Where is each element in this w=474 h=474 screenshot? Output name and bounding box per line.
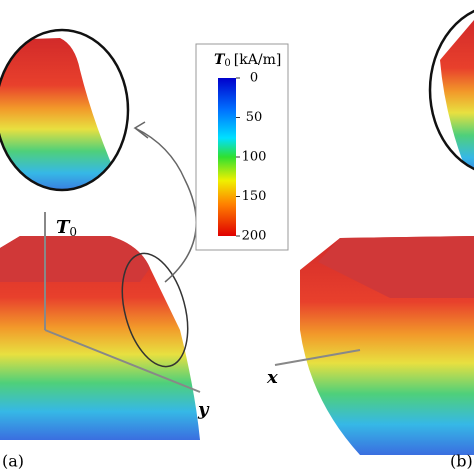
colorbar-frame [195, 43, 289, 251]
mesh-a [0, 236, 200, 440]
axis-label-t0: T0 [56, 217, 77, 239]
colorbar-tick-label: 150 [242, 189, 267, 204]
inset-b [430, 5, 474, 175]
colorbar-tick-label: 0 [250, 71, 258, 86]
colorbar [218, 78, 236, 236]
inset-a [0, 30, 128, 190]
mesh-b [300, 236, 474, 455]
zoom-ellipse [121, 252, 189, 368]
colorbar-tick-label: 100 [242, 150, 267, 165]
axis-b [274, 349, 361, 366]
inset-a-border [0, 28, 130, 192]
axis-label-y: y [197, 399, 210, 420]
colorbar-tick-label: 200 [242, 229, 267, 244]
inset-b-border [428, 9, 474, 171]
colorbar-tick-label: 50 [246, 110, 263, 125]
panel-label: (b) [450, 452, 473, 471]
axes-a [44, 212, 201, 393]
panel-label: (a) [2, 452, 24, 471]
axis-label-x: x [266, 367, 278, 388]
zoom-arrow [133, 121, 197, 283]
colorbar-title: T0 [kA/m] [214, 52, 281, 69]
